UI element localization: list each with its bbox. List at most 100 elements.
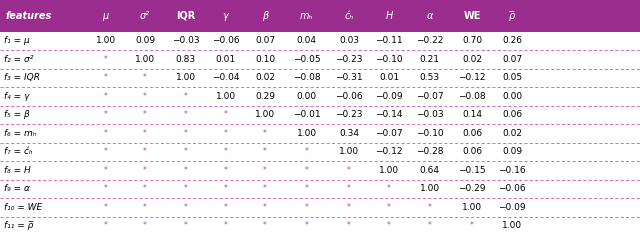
Text: 0.04: 0.04: [296, 36, 317, 45]
Text: −0.03: −0.03: [416, 110, 444, 119]
Text: *: *: [223, 129, 228, 138]
Text: *: *: [104, 166, 108, 175]
Text: β: β: [262, 11, 268, 21]
Text: *: *: [143, 221, 147, 230]
Text: −0.06: −0.06: [335, 92, 363, 101]
Text: 1.00: 1.00: [135, 55, 155, 64]
Text: mₕ: mₕ: [300, 11, 313, 21]
Text: *: *: [223, 203, 228, 212]
Text: 0.02: 0.02: [502, 129, 522, 138]
Text: 0.83: 0.83: [175, 55, 196, 64]
Text: −0.10: −0.10: [416, 129, 444, 138]
Text: −0.10: −0.10: [375, 55, 403, 64]
Text: −0.23: −0.23: [335, 55, 363, 64]
Text: 1.00: 1.00: [175, 73, 196, 82]
Text: *: *: [104, 184, 108, 193]
Text: f₁ = μ: f₁ = μ: [4, 36, 29, 45]
Text: *: *: [104, 147, 108, 156]
Text: 1.00: 1.00: [216, 92, 236, 101]
Text: 0.06: 0.06: [462, 147, 482, 156]
Text: *: *: [305, 147, 308, 156]
Text: *: *: [263, 166, 267, 175]
Text: *: *: [104, 73, 108, 82]
Text: −0.29: −0.29: [458, 184, 486, 193]
Text: 0.02: 0.02: [462, 55, 482, 64]
Text: *: *: [263, 147, 267, 156]
Text: *: *: [143, 203, 147, 212]
Text: *: *: [184, 129, 188, 138]
Text: −0.12: −0.12: [458, 73, 486, 82]
Text: *: *: [184, 203, 188, 212]
Text: −0.22: −0.22: [416, 36, 444, 45]
Text: *: *: [143, 166, 147, 175]
Text: *: *: [104, 55, 108, 64]
Text: −0.23: −0.23: [335, 110, 363, 119]
Text: 1.00: 1.00: [379, 166, 399, 175]
Text: −0.16: −0.16: [498, 166, 526, 175]
Text: *: *: [143, 129, 147, 138]
Text: −0.01: −0.01: [292, 110, 321, 119]
Text: ρ̅: ρ̅: [509, 11, 515, 21]
Text: IQR: IQR: [176, 11, 195, 21]
Text: *: *: [104, 221, 108, 230]
Text: *: *: [387, 184, 391, 193]
Text: *: *: [184, 147, 188, 156]
Text: WE: WE: [463, 11, 481, 21]
Text: −0.08: −0.08: [292, 73, 321, 82]
Text: *: *: [305, 166, 308, 175]
Text: *: *: [428, 221, 432, 230]
Text: 0.64: 0.64: [420, 166, 440, 175]
Text: f₃ = IQR: f₃ = IQR: [4, 73, 40, 82]
Bar: [0, 0, 640, 32]
Text: 1.00: 1.00: [95, 36, 116, 45]
Text: 0.07: 0.07: [255, 36, 275, 45]
Text: 0.01: 0.01: [379, 73, 399, 82]
Text: f₉ = α: f₉ = α: [4, 184, 29, 193]
Text: *: *: [223, 110, 228, 119]
Text: −0.14: −0.14: [376, 110, 403, 119]
Text: *: *: [143, 110, 147, 119]
Text: *: *: [305, 221, 308, 230]
Text: 0.09: 0.09: [135, 36, 155, 45]
Text: f₇ = ćₕ: f₇ = ćₕ: [4, 147, 33, 156]
Text: −0.28: −0.28: [416, 147, 444, 156]
Text: −0.12: −0.12: [376, 147, 403, 156]
Text: *: *: [263, 129, 267, 138]
Text: *: *: [223, 166, 228, 175]
Text: −0.07: −0.07: [416, 92, 444, 101]
Text: −0.08: −0.08: [458, 92, 486, 101]
Text: −0.31: −0.31: [335, 73, 363, 82]
Text: *: *: [223, 147, 228, 156]
Text: 1.00: 1.00: [462, 203, 482, 212]
Text: 0.09: 0.09: [502, 147, 522, 156]
Text: −0.09: −0.09: [498, 203, 526, 212]
Text: *: *: [347, 184, 351, 193]
Text: *: *: [305, 203, 308, 212]
Text: −0.11: −0.11: [375, 36, 403, 45]
Text: *: *: [143, 73, 147, 82]
Text: −0.05: −0.05: [292, 55, 321, 64]
Text: 0.53: 0.53: [420, 73, 440, 82]
Text: −0.15: −0.15: [458, 166, 486, 175]
Text: features: features: [5, 11, 51, 21]
Text: *: *: [347, 221, 351, 230]
Text: f₁₁ = ρ̅: f₁₁ = ρ̅: [4, 221, 33, 230]
Text: *: *: [143, 92, 147, 101]
Text: *: *: [184, 166, 188, 175]
Text: *: *: [184, 221, 188, 230]
Text: *: *: [263, 221, 267, 230]
Text: 0.70: 0.70: [462, 36, 482, 45]
Text: −0.06: −0.06: [212, 36, 239, 45]
Text: 1.00: 1.00: [502, 221, 522, 230]
Text: 0.06: 0.06: [502, 110, 522, 119]
Text: *: *: [305, 184, 308, 193]
Text: 0.14: 0.14: [462, 110, 482, 119]
Text: α: α: [427, 11, 433, 21]
Text: μ: μ: [102, 11, 109, 21]
Text: 0.07: 0.07: [502, 55, 522, 64]
Text: −0.03: −0.03: [172, 36, 200, 45]
Text: H: H: [385, 11, 393, 21]
Text: *: *: [184, 92, 188, 101]
Text: *: *: [263, 203, 267, 212]
Text: *: *: [143, 184, 147, 193]
